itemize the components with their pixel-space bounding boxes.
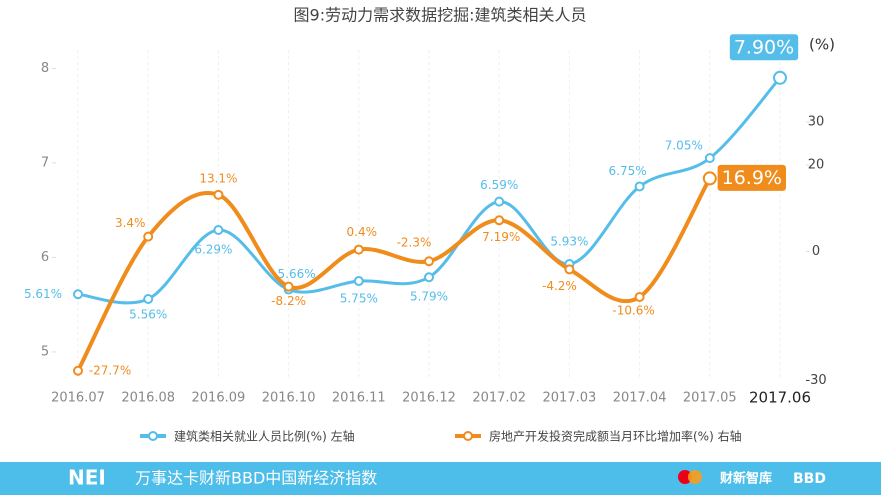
footer-band [0, 462, 881, 495]
legend-marker [463, 431, 473, 441]
value-label: 7.90% [734, 36, 794, 58]
data-point [634, 181, 645, 192]
footer-brand: BBD [793, 471, 826, 487]
y2-tick-label: -30 [805, 373, 826, 388]
data-point [494, 215, 505, 226]
x-tick-label: 2016.11 [332, 391, 386, 406]
x-tick-label: 2016.09 [192, 391, 246, 406]
value-label: 5.75% [340, 292, 378, 306]
legend-label: 房地产开发投资完成额当月环比增加率(%) 右轴 [489, 429, 742, 444]
highlight-label: 7.90% [729, 34, 799, 61]
data-point [634, 292, 645, 303]
value-label: -2.3% [397, 236, 432, 250]
logo-circle [678, 470, 692, 484]
data-point [143, 231, 154, 242]
data-point [702, 171, 717, 186]
data-point [73, 365, 83, 376]
logo-circle [688, 470, 702, 484]
data-point [424, 272, 434, 283]
value-label: 0.4% [347, 225, 378, 239]
x-tick-label: 2017.06 [749, 389, 811, 407]
y2-unit: (%) [809, 36, 835, 54]
footer-brand: 财新智库 [720, 471, 772, 487]
value-label: -10.6% [612, 304, 654, 318]
x-tick-label: 2017.02 [472, 391, 526, 406]
x-tick-label: 2017.05 [683, 391, 737, 406]
y-tick-label: 7 [41, 155, 49, 170]
y-tick-label: 8 [41, 61, 49, 76]
data-point [773, 70, 787, 85]
data-point [704, 153, 715, 164]
value-label: 7.19% [482, 230, 520, 244]
label-box [717, 164, 786, 191]
x-tick-label: 2017.04 [613, 391, 667, 406]
label-box [729, 34, 799, 61]
data-point [73, 289, 83, 300]
value-label: -4.2% [542, 279, 577, 293]
value-label: 13.1% [199, 171, 237, 185]
legend-marker [148, 431, 158, 441]
highlight-label: 16.9% [717, 164, 786, 191]
legend-label: 建筑类相关就业人员比例(%) 左轴 [174, 429, 355, 444]
value-label: 16.9% [722, 167, 782, 189]
footer-logo: NEI [68, 466, 106, 490]
value-label: 5.61% [24, 287, 62, 301]
y-tick-label: 5 [41, 344, 49, 359]
data-point [143, 293, 154, 304]
x-tick-label: 2016.08 [121, 391, 175, 406]
value-label: 6.29% [194, 242, 232, 256]
chart-title: 图9:劳动力需求数据挖掘:建筑类相关人员 [294, 6, 587, 25]
series-line [76, 76, 782, 305]
data-point [424, 256, 434, 267]
value-label: -8.2% [271, 294, 306, 308]
value-label: 7.05% [665, 139, 703, 153]
y2-tick-label: 0 [812, 244, 820, 259]
y2-tick-label: 30 [808, 114, 825, 129]
data-point [213, 224, 224, 235]
data-point [353, 276, 364, 287]
x-tick-label: 2016.07 [51, 391, 105, 406]
data-point [564, 264, 575, 275]
value-label: -27.7% [89, 363, 131, 377]
data-point [213, 189, 224, 200]
value-label: 3.4% [115, 216, 146, 230]
value-label: 5.93% [550, 235, 588, 249]
value-label: 5.56% [129, 307, 167, 321]
value-label: 5.66% [278, 267, 316, 281]
data-point [353, 244, 364, 255]
x-tick-label: 2017.03 [543, 391, 597, 406]
y2-tick-label: 20 [808, 158, 825, 173]
series-line [76, 176, 712, 373]
value-label: 6.75% [609, 164, 647, 178]
value-label: 6.59% [480, 178, 518, 192]
data-point [494, 196, 505, 207]
value-label: 5.79% [410, 290, 448, 304]
y-tick-label: 6 [41, 250, 49, 265]
x-tick-label: 2016.12 [402, 391, 456, 406]
data-point [283, 281, 294, 292]
x-tick-label: 2016.10 [262, 391, 316, 406]
footer-text: 万事达卡财新BBD中国新经济指数 [135, 469, 377, 488]
